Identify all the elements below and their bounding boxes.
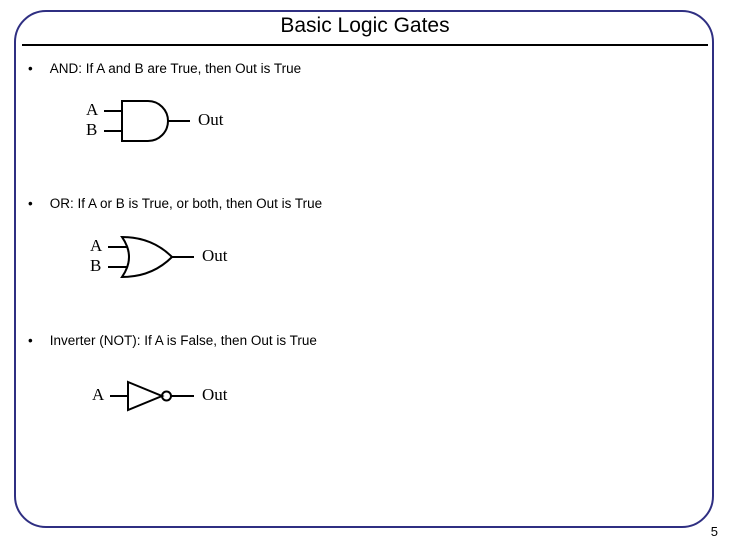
bullet-and-text: AND: If A and B are True, then Out is Tr…	[50, 60, 301, 78]
bullet-dot: •	[28, 60, 46, 78]
slide-stage: Basic Logic Gates • AND: If A and B are …	[0, 0, 730, 547]
bullet-or-text: OR: If A or B is True, or both, then Out…	[50, 195, 322, 213]
or-output-label: Out	[202, 246, 228, 266]
and-gate-icon	[104, 99, 204, 145]
bullet-not-text: Inverter (NOT): If A is False, then Out …	[50, 332, 317, 350]
not-output-label: Out	[202, 385, 228, 405]
title-rule	[22, 44, 708, 46]
bullet-and: • AND: If A and B are True, then Out is …	[28, 60, 301, 78]
not-input-a-label: A	[92, 385, 104, 405]
bullet-dot: •	[28, 195, 46, 213]
and-input-b-label: B	[86, 120, 97, 140]
bullet-or: • OR: If A or B is True, or both, then O…	[28, 195, 322, 213]
or-input-a-label: A	[90, 236, 102, 256]
and-input-a-label: A	[86, 100, 98, 120]
or-gate-icon	[108, 235, 208, 281]
not-gate-icon	[110, 378, 210, 414]
and-output-label: Out	[198, 110, 224, 130]
bullet-not: • Inverter (NOT): If A is False, then Ou…	[28, 332, 317, 350]
or-input-b-label: B	[90, 256, 101, 276]
slide-title: Basic Logic Gates	[0, 14, 730, 38]
page-number: 5	[711, 524, 718, 539]
bullet-dot: •	[28, 332, 46, 350]
